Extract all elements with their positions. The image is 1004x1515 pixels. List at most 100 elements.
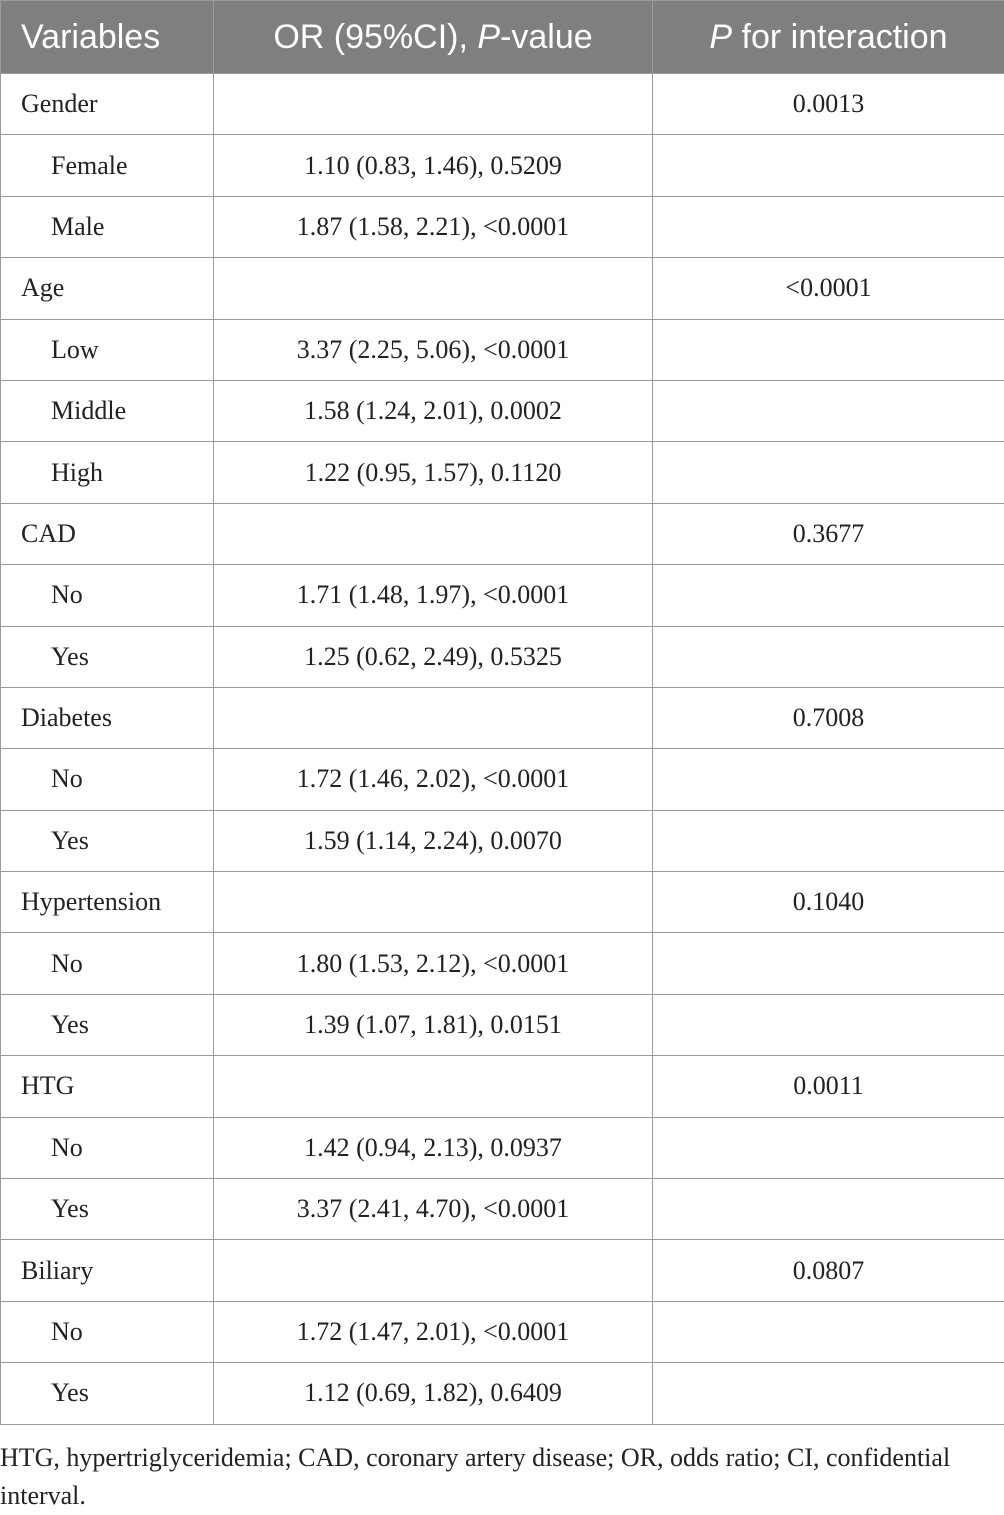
variable-cell: Yes: [1, 1179, 214, 1240]
p-interaction-cell: [653, 565, 1004, 626]
p-interaction-cell: [653, 380, 1004, 441]
variable-cell: Age: [1, 258, 214, 319]
header-text: OR (95%CI),: [273, 18, 477, 56]
header-text: P: [477, 18, 500, 56]
p-interaction-cell: [653, 626, 1004, 687]
group-row: Hypertension 0.1040: [1, 872, 1004, 933]
header-cell: OR (95%CI), P-value: [214, 1, 653, 74]
group-row: HTG 0.0011: [1, 1056, 1004, 1117]
variable-cell: No: [1, 749, 214, 810]
variable-cell: Yes: [1, 1363, 214, 1424]
variable-cell: Yes: [1, 626, 214, 687]
variable-cell: Low: [1, 319, 214, 380]
variable-cell: Yes: [1, 810, 214, 871]
variable-cell: Diabetes: [1, 687, 214, 748]
variable-cell: Hypertension: [1, 872, 214, 933]
or-cell: 1.10 (0.83, 1.46), 0.5209: [214, 135, 653, 196]
variable-cell: Male: [1, 196, 214, 257]
p-interaction-cell: [653, 1363, 1004, 1424]
table-head: Variables OR (95%CI), P-value P for inte…: [1, 1, 1004, 74]
or-cell: 3.37 (2.41, 4.70), <0.0001: [214, 1179, 653, 1240]
p-interaction-cell: [653, 196, 1004, 257]
p-interaction-cell: [653, 442, 1004, 503]
p-interaction-cell: 0.3677: [653, 503, 1004, 564]
variable-cell: Female: [1, 135, 214, 196]
or-cell: 1.39 (1.07, 1.81), 0.0151: [214, 994, 653, 1055]
or-cell: [214, 258, 653, 319]
variable-cell: CAD: [1, 503, 214, 564]
or-cell: 1.71 (1.48, 1.97), <0.0001: [214, 565, 653, 626]
p-interaction-cell: [653, 810, 1004, 871]
variable-cell: No: [1, 933, 214, 994]
variable-cell: No: [1, 1117, 214, 1178]
header-row: Variables OR (95%CI), P-value P for inte…: [1, 1, 1004, 74]
header-text: P: [709, 18, 732, 56]
or-cell: 1.58 (1.24, 2.01), 0.0002: [214, 380, 653, 441]
header-text: for interaction: [732, 18, 947, 56]
variable-cell: HTG: [1, 1056, 214, 1117]
p-interaction-cell: [653, 1117, 1004, 1178]
p-interaction-cell: 0.7008: [653, 687, 1004, 748]
p-interaction-cell: [653, 1179, 1004, 1240]
p-interaction-cell: [653, 933, 1004, 994]
or-cell: 1.22 (0.95, 1.57), 0.1120: [214, 442, 653, 503]
header-text: -value: [500, 18, 593, 56]
p-interaction-cell: [653, 749, 1004, 810]
header-text: Variables: [21, 18, 160, 56]
group-row: Age <0.0001: [1, 258, 1004, 319]
variable-cell: Middle: [1, 380, 214, 441]
or-cell: 1.72 (1.46, 2.02), <0.0001: [214, 749, 653, 810]
or-cell: [214, 687, 653, 748]
p-interaction-cell: <0.0001: [653, 258, 1004, 319]
or-cell: 1.87 (1.58, 2.21), <0.0001: [214, 196, 653, 257]
variable-cell: No: [1, 565, 214, 626]
results-table: Variables OR (95%CI), P-value P for inte…: [0, 0, 1004, 1425]
p-interaction-cell: [653, 994, 1004, 1055]
variable-cell: High: [1, 442, 214, 503]
p-interaction-cell: [653, 1301, 1004, 1362]
header-cell: P for interaction: [653, 1, 1004, 74]
or-cell: 1.42 (0.94, 2.13), 0.0937: [214, 1117, 653, 1178]
variable-cell: Biliary: [1, 1240, 214, 1301]
or-cell: [214, 74, 653, 135]
or-cell: 1.59 (1.14, 2.24), 0.0070: [214, 810, 653, 871]
group-row: CAD 0.3677: [1, 503, 1004, 564]
group-row: Diabetes 0.7008: [1, 687, 1004, 748]
variable-cell: No: [1, 1301, 214, 1362]
variable-cell: Yes: [1, 994, 214, 1055]
or-cell: 3.37 (2.25, 5.06), <0.0001: [214, 319, 653, 380]
or-cell: [214, 1240, 653, 1301]
p-interaction-cell: 0.0807: [653, 1240, 1004, 1301]
p-interaction-cell: [653, 319, 1004, 380]
or-cell: [214, 503, 653, 564]
p-interaction-cell: 0.1040: [653, 872, 1004, 933]
or-cell: 1.25 (0.62, 2.49), 0.5325: [214, 626, 653, 687]
variable-cell: Gender: [1, 74, 214, 135]
group-row: Biliary 0.0807: [1, 1240, 1004, 1301]
or-cell: 1.80 (1.53, 2.12), <0.0001: [214, 933, 653, 994]
p-interaction-cell: [653, 135, 1004, 196]
p-interaction-cell: 0.0011: [653, 1056, 1004, 1117]
header-cell: Variables: [1, 1, 214, 74]
or-cell: 1.12 (0.69, 1.82), 0.6409: [214, 1363, 653, 1424]
footnote: HTG, hypertriglyceridemia; CAD, coronary…: [0, 1425, 1000, 1515]
or-cell: [214, 1056, 653, 1117]
